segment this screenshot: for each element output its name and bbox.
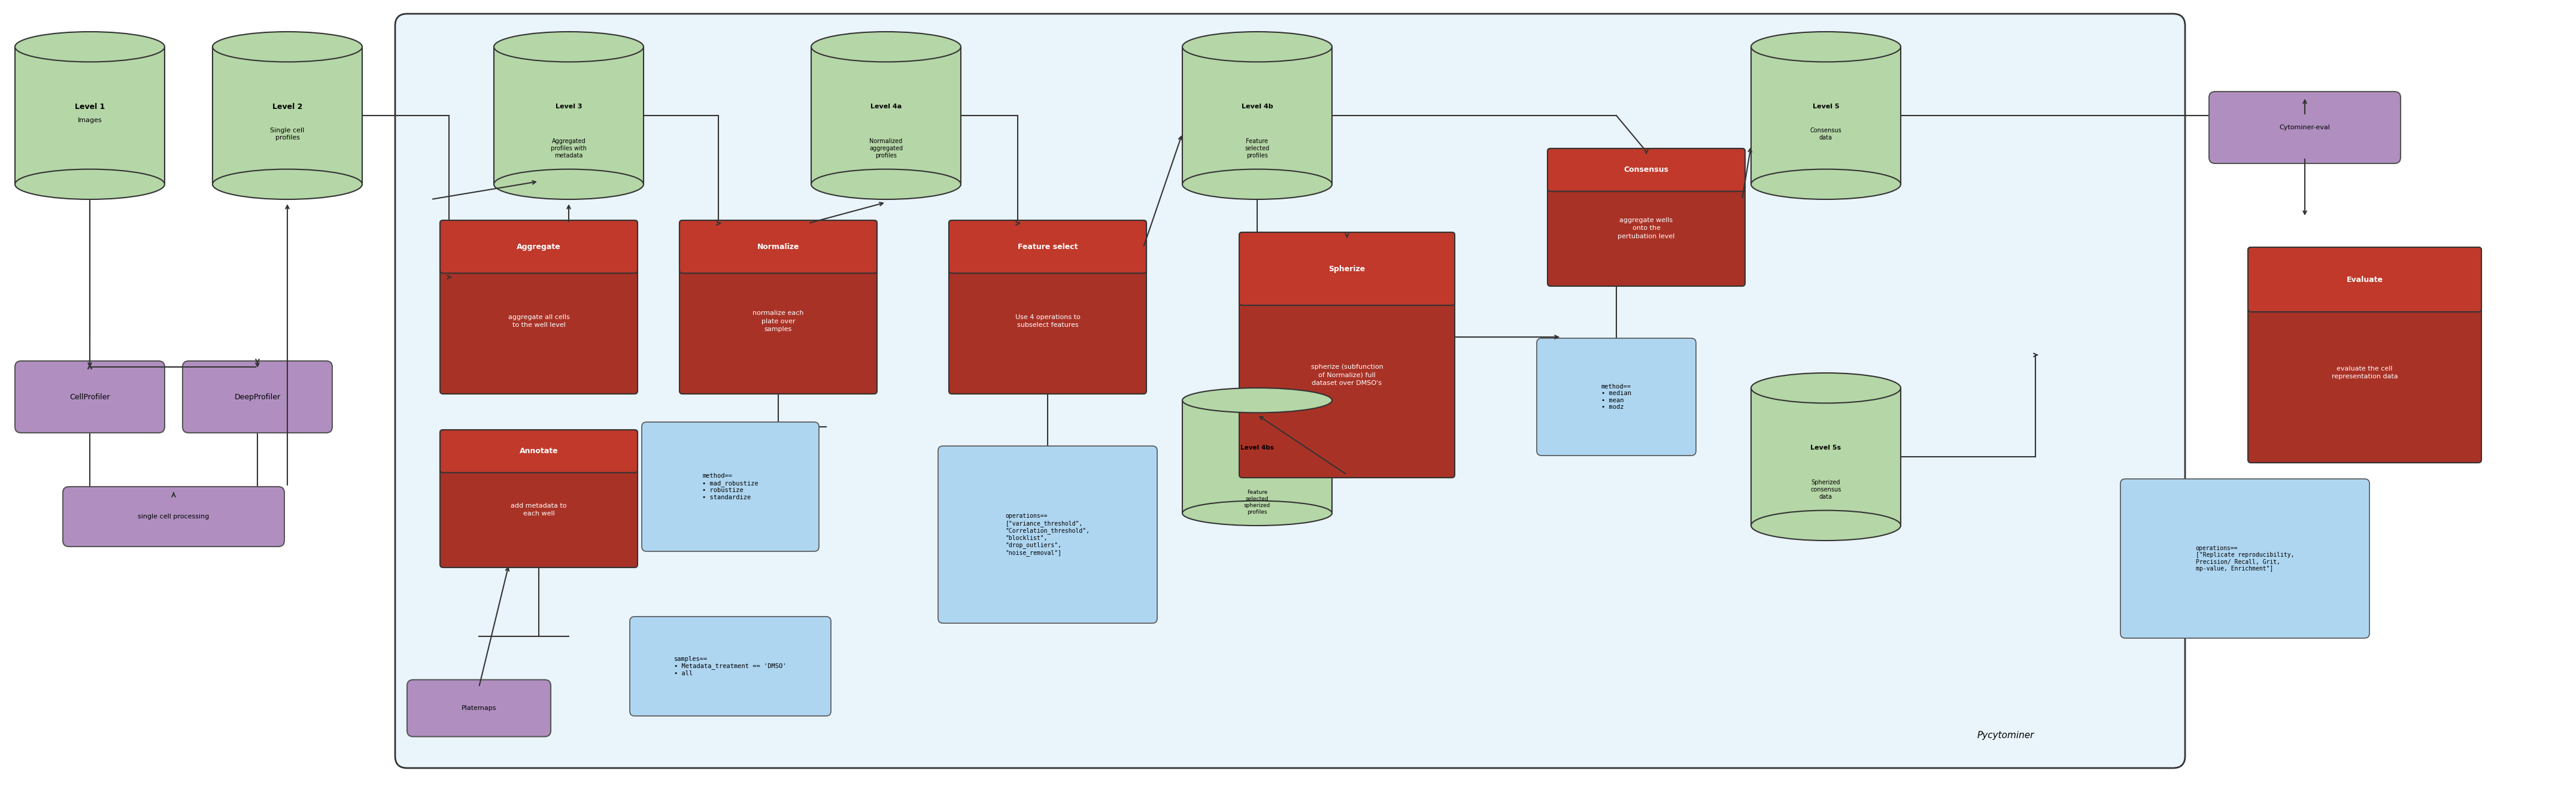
FancyBboxPatch shape xyxy=(2249,248,2481,312)
Text: add metadata to
each well: add metadata to each well xyxy=(510,503,567,516)
FancyBboxPatch shape xyxy=(440,220,639,274)
Text: Level 3: Level 3 xyxy=(556,104,582,109)
Ellipse shape xyxy=(15,31,165,62)
Text: Level 5s: Level 5s xyxy=(1811,445,1842,450)
Text: Feature select: Feature select xyxy=(1018,243,1077,251)
Text: Level 5: Level 5 xyxy=(1814,104,1839,109)
Text: CellProfiler: CellProfiler xyxy=(70,393,111,401)
FancyBboxPatch shape xyxy=(1239,233,1455,305)
Text: Level 2: Level 2 xyxy=(273,103,301,111)
Ellipse shape xyxy=(15,169,165,200)
FancyBboxPatch shape xyxy=(1538,338,1695,456)
Text: method==
• median
• mean
• modz: method== • median • mean • modz xyxy=(1602,384,1631,410)
FancyBboxPatch shape xyxy=(2120,479,2370,638)
FancyBboxPatch shape xyxy=(394,14,2184,768)
FancyBboxPatch shape xyxy=(1548,149,1744,286)
Text: Consensus
data: Consensus data xyxy=(1811,127,1842,141)
Text: Consensus: Consensus xyxy=(1623,166,1669,174)
Text: Annotate: Annotate xyxy=(520,447,559,455)
Text: Level 1: Level 1 xyxy=(75,103,106,111)
Polygon shape xyxy=(1752,47,1901,184)
Ellipse shape xyxy=(811,31,961,62)
FancyBboxPatch shape xyxy=(680,220,876,394)
Text: Aggregate: Aggregate xyxy=(518,243,562,251)
Ellipse shape xyxy=(1182,169,1332,200)
Text: Feature
selected
spherized
profiles: Feature selected spherized profiles xyxy=(1244,490,1270,515)
Ellipse shape xyxy=(495,169,644,200)
Text: Spherize: Spherize xyxy=(1329,265,1365,273)
Text: spherize (subfunction
of Normalize) full
dataset over DMSO's: spherize (subfunction of Normalize) full… xyxy=(1311,364,1383,386)
Text: Feature
selected
profiles: Feature selected profiles xyxy=(1244,138,1270,159)
Ellipse shape xyxy=(1182,31,1332,62)
Polygon shape xyxy=(1182,400,1332,513)
Text: evaluate the cell
representation data: evaluate the cell representation data xyxy=(2331,365,2398,380)
Text: single cell processing: single cell processing xyxy=(139,513,209,520)
Ellipse shape xyxy=(1752,31,1901,62)
Text: operations==
["variance_threshold",
"Correlation_threshold",
"blocklist",
"drop_: operations== ["variance_threshold", "Cor… xyxy=(1005,513,1090,556)
Text: aggregate all cells
to the well level: aggregate all cells to the well level xyxy=(507,314,569,328)
Polygon shape xyxy=(1182,47,1332,184)
Ellipse shape xyxy=(811,169,961,200)
FancyBboxPatch shape xyxy=(680,220,876,274)
Polygon shape xyxy=(1752,388,1901,526)
FancyBboxPatch shape xyxy=(1239,233,1455,478)
FancyBboxPatch shape xyxy=(2210,92,2401,163)
Ellipse shape xyxy=(495,31,644,62)
Ellipse shape xyxy=(1752,373,1901,403)
FancyBboxPatch shape xyxy=(2249,248,2481,463)
Polygon shape xyxy=(15,47,165,184)
Text: Cytominer-eval: Cytominer-eval xyxy=(2280,124,2331,130)
Text: Platemaps: Platemaps xyxy=(461,705,497,711)
Ellipse shape xyxy=(214,31,363,62)
Text: Level 4a: Level 4a xyxy=(871,104,902,109)
Text: DeepProfiler: DeepProfiler xyxy=(234,393,281,401)
Ellipse shape xyxy=(214,169,363,200)
Polygon shape xyxy=(811,47,961,184)
Text: Evaluate: Evaluate xyxy=(2347,276,2383,284)
Text: Single cell
profiles: Single cell profiles xyxy=(270,127,304,141)
FancyBboxPatch shape xyxy=(938,446,1157,623)
Text: operations==
["Replicate reproducibility,
Precision/ Recall, Grit,
mp-value, Enr: operations== ["Replicate reproducibility… xyxy=(2195,545,2295,572)
FancyBboxPatch shape xyxy=(948,220,1146,394)
Text: Level 4bs: Level 4bs xyxy=(1242,445,1275,450)
FancyBboxPatch shape xyxy=(183,361,332,433)
Text: Spherized
consensus
data: Spherized consensus data xyxy=(1811,479,1842,500)
Polygon shape xyxy=(495,47,644,184)
Text: Images: Images xyxy=(77,117,103,123)
Ellipse shape xyxy=(1182,501,1332,526)
FancyBboxPatch shape xyxy=(629,616,832,716)
Polygon shape xyxy=(214,47,363,184)
Text: Aggregated
profiles with
metadata: Aggregated profiles with metadata xyxy=(551,138,587,159)
Text: Use 4 operations to
subselect features: Use 4 operations to subselect features xyxy=(1015,314,1079,328)
Text: method==
• mad_robustize
• robustize
• standardize: method== • mad_robustize • robustize • s… xyxy=(703,473,757,501)
FancyBboxPatch shape xyxy=(440,430,639,567)
Text: Pycytominer: Pycytominer xyxy=(1976,731,2035,740)
FancyBboxPatch shape xyxy=(641,422,819,551)
FancyBboxPatch shape xyxy=(15,361,165,433)
FancyBboxPatch shape xyxy=(407,680,551,736)
Text: normalize each
plate over
samples: normalize each plate over samples xyxy=(752,310,804,332)
Text: Normalize: Normalize xyxy=(757,243,799,251)
Ellipse shape xyxy=(1752,169,1901,200)
FancyBboxPatch shape xyxy=(440,430,639,472)
FancyBboxPatch shape xyxy=(62,487,283,546)
Text: aggregate wells
onto the
pertubation level: aggregate wells onto the pertubation lev… xyxy=(1618,218,1674,239)
Text: Normalized
aggregated
profiles: Normalized aggregated profiles xyxy=(868,138,902,159)
Ellipse shape xyxy=(1182,388,1332,413)
FancyBboxPatch shape xyxy=(948,220,1146,274)
Ellipse shape xyxy=(1752,510,1901,541)
Text: Level 4b: Level 4b xyxy=(1242,104,1273,109)
FancyBboxPatch shape xyxy=(1548,149,1744,191)
FancyBboxPatch shape xyxy=(440,220,639,394)
Text: samples==
• Metadata_treatment == 'DMSO'
• all: samples== • Metadata_treatment == 'DMSO'… xyxy=(675,656,786,677)
